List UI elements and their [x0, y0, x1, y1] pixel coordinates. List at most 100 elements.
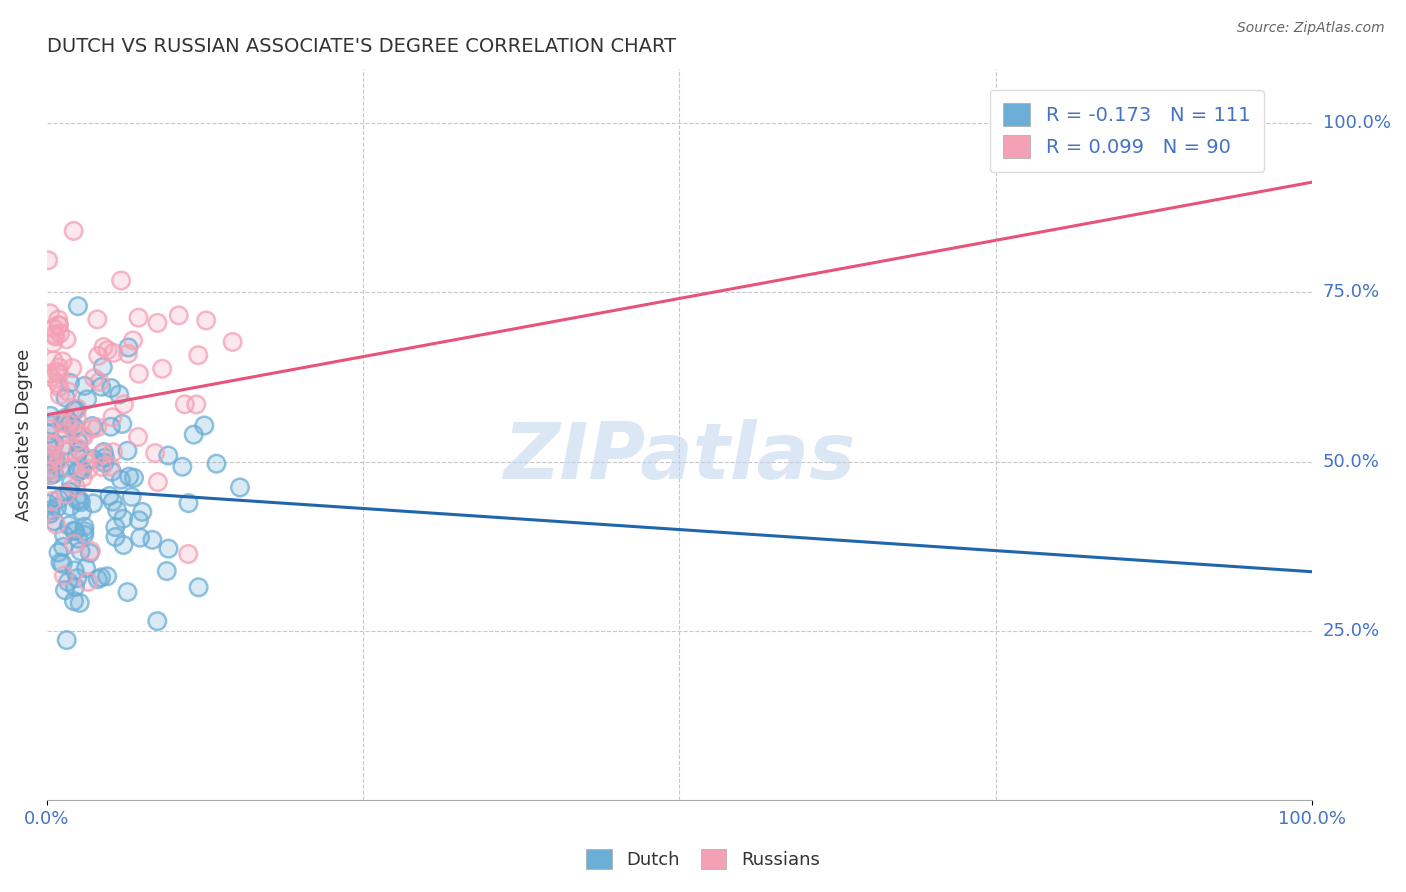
Point	[66, 401, 89, 416]
Point	[96, 569, 118, 583]
Point	[38, 452, 60, 467]
Point	[62, 423, 84, 437]
Point	[44, 327, 66, 342]
Point	[101, 445, 124, 459]
Text: 75.0%: 75.0%	[1323, 284, 1381, 301]
Point	[69, 493, 91, 508]
Point	[112, 397, 135, 411]
Point	[100, 419, 122, 434]
Point	[91, 447, 114, 461]
Point	[52, 568, 75, 582]
Point	[37, 440, 59, 454]
Point	[49, 556, 72, 570]
Point	[131, 505, 153, 519]
Point	[48, 367, 70, 381]
Point	[111, 417, 134, 431]
Point	[93, 456, 115, 470]
Point	[66, 493, 89, 508]
Point	[38, 422, 60, 436]
Point	[41, 370, 63, 384]
Point	[60, 475, 83, 490]
Point	[117, 585, 139, 599]
Point	[63, 580, 86, 594]
Point	[70, 428, 93, 442]
Point	[53, 583, 76, 598]
Point	[37, 367, 59, 381]
Point	[105, 503, 128, 517]
Point	[66, 299, 89, 313]
Point	[70, 505, 93, 519]
Point	[42, 336, 65, 351]
Point	[187, 580, 209, 594]
Point	[118, 469, 141, 483]
Point	[62, 224, 84, 238]
Point	[37, 497, 59, 511]
Point	[49, 388, 72, 402]
Point	[55, 410, 77, 425]
Point	[48, 492, 70, 507]
Point	[67, 442, 90, 456]
Point	[101, 465, 124, 479]
Point	[42, 353, 65, 368]
Point	[44, 329, 66, 343]
Point	[63, 403, 86, 417]
Point	[46, 376, 69, 391]
Point	[59, 460, 82, 475]
Point	[101, 445, 124, 459]
Point	[98, 459, 121, 474]
Point	[131, 505, 153, 519]
Point	[110, 473, 132, 487]
Point	[45, 517, 67, 532]
Point	[66, 449, 89, 463]
Point	[98, 489, 121, 503]
Point	[93, 445, 115, 459]
Point	[96, 569, 118, 583]
Point	[67, 464, 90, 478]
Point	[39, 437, 62, 451]
Point	[121, 490, 143, 504]
Point	[122, 334, 145, 348]
Point	[48, 318, 70, 333]
Point	[187, 580, 209, 594]
Point	[73, 450, 96, 464]
Point	[48, 360, 70, 375]
Point	[48, 380, 70, 394]
Point	[89, 375, 111, 389]
Point	[52, 557, 75, 571]
Point	[56, 444, 79, 458]
Point	[37, 457, 59, 471]
Point	[112, 512, 135, 526]
Point	[49, 460, 72, 475]
Point	[59, 417, 82, 431]
Point	[157, 449, 180, 463]
Point	[172, 459, 194, 474]
Point	[48, 360, 70, 375]
Point	[79, 546, 101, 560]
Point	[66, 493, 89, 508]
Point	[104, 530, 127, 544]
Point	[82, 452, 104, 467]
Point	[167, 309, 190, 323]
Legend: Dutch, Russians: Dutch, Russians	[578, 839, 828, 879]
Point	[66, 401, 89, 416]
Point	[44, 456, 66, 470]
Point	[39, 437, 62, 451]
Point	[76, 456, 98, 470]
Point	[97, 343, 120, 357]
Point	[37, 464, 59, 478]
Point	[63, 420, 86, 434]
Point	[128, 513, 150, 527]
Point	[45, 365, 67, 379]
Point	[42, 448, 65, 462]
Point	[73, 450, 96, 464]
Point	[73, 528, 96, 542]
Point	[82, 422, 104, 436]
Point	[63, 594, 86, 608]
Point	[46, 312, 69, 326]
Point	[59, 460, 82, 475]
Point	[187, 348, 209, 362]
Point	[69, 544, 91, 558]
Point	[53, 426, 76, 441]
Point	[65, 402, 87, 417]
Point	[79, 546, 101, 560]
